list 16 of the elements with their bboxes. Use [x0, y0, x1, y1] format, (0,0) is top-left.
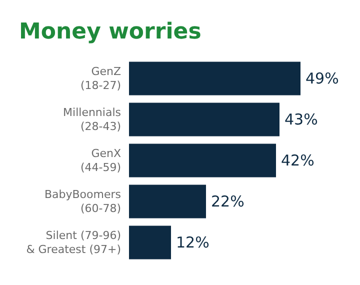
data-label: 12%	[176, 234, 210, 252]
data-label: 49%	[306, 70, 339, 88]
chart-title: Money worries	[19, 20, 202, 44]
bar	[129, 62, 300, 96]
y-tick-label: BabyBoomers (60-78)	[44, 188, 122, 215]
y-tick-label: GenZ (18-27)	[80, 65, 122, 92]
y-tick-label: Millennials (28-43)	[63, 106, 122, 133]
data-label: 22%	[211, 192, 244, 210]
bar	[129, 144, 276, 178]
bar	[129, 226, 171, 260]
y-tick-label: GenX (44-59)	[80, 147, 122, 174]
data-label: 43%	[284, 110, 318, 128]
y-tick-label: Silent (79-96) & Greatest (97+)	[26, 229, 121, 256]
data-label: 42%	[281, 152, 314, 170]
bar	[129, 102, 280, 136]
bar	[129, 184, 206, 218]
